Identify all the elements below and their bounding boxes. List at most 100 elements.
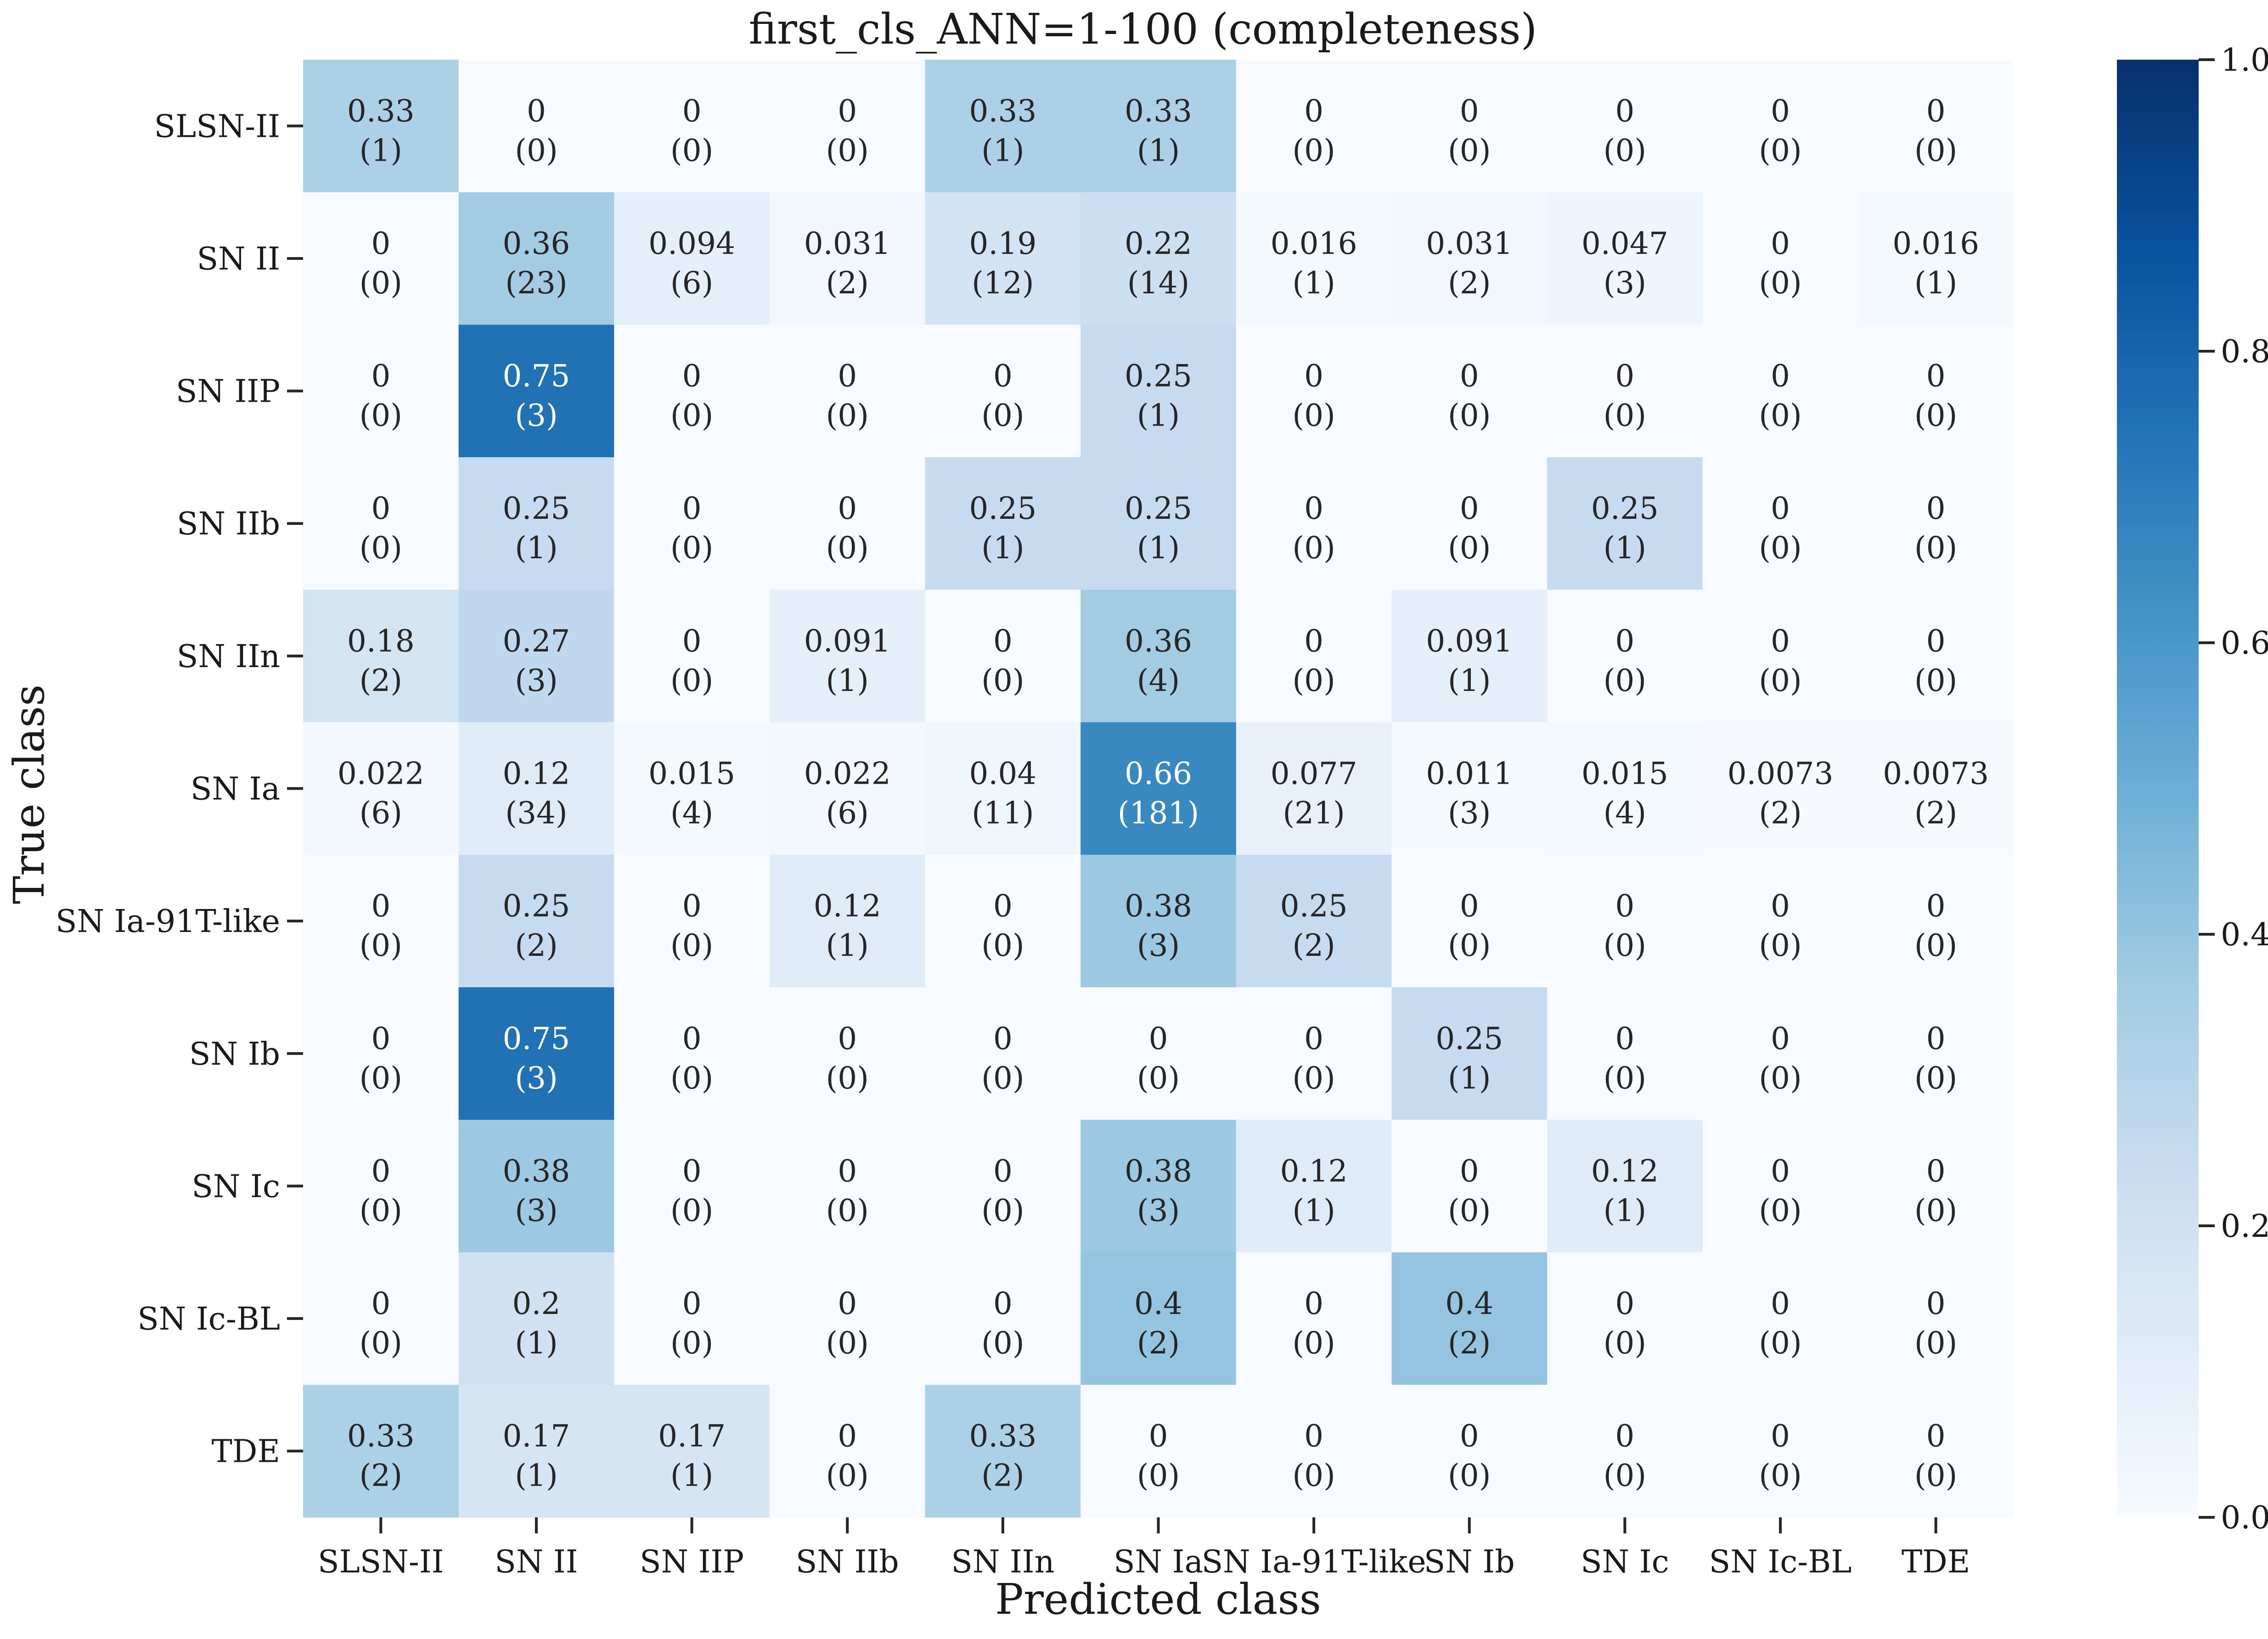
x-axis-label: Predicted class bbox=[995, 1575, 1321, 1624]
cell-value-label: 0.17 bbox=[658, 1419, 726, 1454]
heatmap-cell bbox=[614, 1385, 770, 1518]
heatmap-cell bbox=[1702, 987, 1858, 1120]
cell-count-label: (0) bbox=[1604, 1061, 1647, 1096]
cell-value-label: 0 bbox=[838, 1021, 857, 1056]
y-tick-label: SLSN-II bbox=[154, 108, 280, 145]
heatmap-cell bbox=[1391, 192, 1548, 325]
heatmap-cell bbox=[1236, 1120, 1392, 1253]
heatmap-cell bbox=[1702, 1252, 1858, 1385]
x-tick-label: SN II bbox=[495, 1544, 578, 1580]
cell-count-label: (3) bbox=[1448, 796, 1491, 831]
cell-value-label: 0.4 bbox=[1445, 1286, 1493, 1321]
heatmap-cell bbox=[458, 987, 614, 1120]
heatmap-cell bbox=[1858, 457, 2014, 590]
cell-count-label: (0) bbox=[1759, 530, 1802, 566]
heatmap-cell bbox=[458, 457, 614, 590]
cell-value-label: 0 bbox=[1615, 1286, 1634, 1321]
cell-count-label: (0) bbox=[1914, 663, 1958, 698]
heatmap-cell bbox=[925, 589, 1081, 723]
cell-count-label: (0) bbox=[1292, 530, 1335, 566]
colorbar-tick-label: 0.2 bbox=[2221, 1208, 2268, 1245]
cell-count-label: (0) bbox=[981, 1061, 1024, 1096]
heatmap-cell bbox=[1236, 854, 1392, 988]
cell-value-label: 0 bbox=[1304, 93, 1323, 129]
x-tick-label: SN Ic bbox=[1581, 1544, 1669, 1580]
cell-count-label: (0) bbox=[1448, 530, 1491, 566]
heatmap-cell bbox=[458, 1385, 614, 1518]
cell-value-label: 0.38 bbox=[1125, 888, 1192, 924]
cell-count-label: (0) bbox=[1759, 398, 1802, 433]
heatmap-cell bbox=[1858, 987, 2014, 1120]
cell-count-label: (3) bbox=[1604, 265, 1647, 301]
heatmap-cell bbox=[1858, 60, 2014, 193]
cell-count-label: (0) bbox=[981, 928, 1024, 963]
cell-count-label: (1) bbox=[826, 663, 869, 698]
cell-value-label: 0 bbox=[1926, 1286, 1946, 1321]
cell-value-label: 0 bbox=[1304, 1286, 1323, 1321]
heatmap-cell bbox=[1081, 722, 1237, 855]
heatmap-cell bbox=[1702, 722, 1858, 855]
heatmap-cell bbox=[458, 854, 614, 988]
cell-value-label: 0 bbox=[1460, 1153, 1479, 1189]
cell-value-label: 0 bbox=[371, 1021, 390, 1056]
cell-count-label: (1) bbox=[1604, 1193, 1647, 1228]
cell-count-label: (0) bbox=[826, 530, 869, 566]
cell-value-label: 0.38 bbox=[502, 1153, 570, 1189]
heatmap-cell bbox=[458, 60, 614, 193]
cell-count-label: (0) bbox=[360, 1325, 403, 1361]
cell-count-label: (1) bbox=[1292, 265, 1335, 301]
x-tick-label: SN IIP bbox=[640, 1544, 744, 1580]
heatmap-cell bbox=[1858, 722, 2014, 855]
cell-count-label: (3) bbox=[1137, 1193, 1180, 1228]
cell-value-label: 0 bbox=[1771, 1286, 1790, 1321]
heatmap-cell bbox=[1547, 1385, 1703, 1518]
cell-value-label: 0 bbox=[1615, 359, 1634, 394]
cell-value-label: 0 bbox=[1149, 1419, 1168, 1454]
cell-value-label: 0 bbox=[1304, 491, 1323, 526]
cell-value-label: 0.33 bbox=[969, 93, 1036, 129]
cell-count-label: (3) bbox=[515, 398, 558, 433]
heatmap-cell bbox=[303, 1120, 459, 1253]
cell-count-label: (0) bbox=[981, 1325, 1024, 1361]
cell-count-label: (0) bbox=[1604, 1458, 1647, 1493]
cell-value-label: 0 bbox=[1615, 1419, 1634, 1454]
cell-count-label: (4) bbox=[1604, 796, 1647, 831]
cell-count-label: (0) bbox=[826, 1061, 869, 1096]
cell-value-label: 0.12 bbox=[1591, 1153, 1659, 1189]
cell-count-label: (1) bbox=[981, 530, 1024, 566]
x-tick-label: SN Ib bbox=[1424, 1544, 1515, 1580]
cell-value-label: 0 bbox=[1771, 359, 1790, 394]
cell-count-label: (0) bbox=[1914, 928, 1958, 963]
cell-value-label: 0 bbox=[1926, 491, 1946, 526]
cell-count-label: (0) bbox=[1759, 1458, 1802, 1493]
cell-count-label: (1) bbox=[1448, 663, 1491, 698]
cell-count-label: (0) bbox=[981, 663, 1024, 698]
heatmap-cell bbox=[1547, 457, 1703, 590]
y-tick-label: SN Ib bbox=[189, 1036, 280, 1072]
heatmap-cell bbox=[303, 60, 459, 193]
cell-count-label: (0) bbox=[1604, 928, 1647, 963]
cell-value-label: 0 bbox=[371, 226, 390, 261]
heatmap-cell bbox=[1391, 722, 1548, 855]
cell-value-label: 0 bbox=[371, 359, 390, 394]
cell-value-label: 0.25 bbox=[1435, 1021, 1503, 1056]
heatmap-cell bbox=[1236, 987, 1392, 1120]
cell-value-label: 0 bbox=[1926, 623, 1946, 659]
y-tick-label: SN Ic bbox=[191, 1168, 280, 1205]
cell-value-label: 0.4 bbox=[1134, 1286, 1182, 1321]
cell-count-label: (0) bbox=[670, 1061, 714, 1096]
cell-value-label: 0.12 bbox=[1280, 1153, 1348, 1189]
y-axis: SLSN-II SN II SN IIP SN IIb SN IIn SN Ia SN Ia… bbox=[56, 108, 303, 1470]
heatmap-cell bbox=[769, 325, 926, 458]
heatmap-cell bbox=[614, 722, 770, 855]
cell-value-label: 0.22 bbox=[1125, 226, 1192, 261]
heatmap-cell bbox=[1702, 325, 1858, 458]
cell-count-label: (0) bbox=[1448, 928, 1491, 963]
cell-count-label: (0) bbox=[670, 1193, 714, 1228]
heatmap-cell bbox=[614, 192, 770, 325]
heatmap-cell bbox=[1391, 854, 1548, 988]
heatmap-cell bbox=[769, 854, 926, 988]
y-axis-label: True class bbox=[5, 685, 54, 904]
x-tick-label: SN IIb bbox=[796, 1544, 899, 1580]
